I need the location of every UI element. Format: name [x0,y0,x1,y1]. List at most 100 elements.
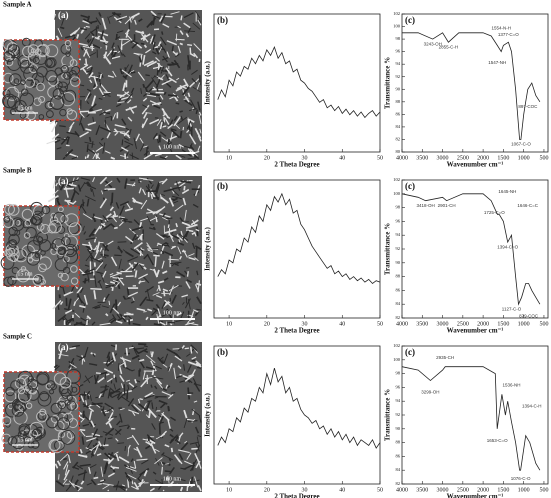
texture [167,475,170,484]
texture [170,447,174,453]
texture [149,268,155,271]
texture [104,427,115,436]
y-tick-label: 102 [393,343,400,348]
texture [74,312,80,318]
texture [184,374,195,382]
x-tick-label: 10 [226,321,232,327]
texture [100,83,108,93]
texture [111,42,115,49]
texture [176,312,182,317]
data-line [401,193,541,306]
texture [58,348,63,360]
texture [139,143,145,152]
texture [3,72,14,84]
texture [182,301,185,305]
texture [185,281,191,289]
texture [183,185,186,191]
texture [187,55,191,67]
texture [120,38,123,50]
texture [71,483,83,489]
texture [82,423,90,427]
texture [90,479,97,486]
texture [92,116,94,122]
texture [162,216,168,221]
texture [175,86,183,92]
texture [160,245,165,254]
texture [48,220,62,234]
texture [145,74,150,77]
texture [194,476,199,488]
texture [93,476,99,480]
x-axis-label: Wavenumber cm⁻¹ [447,493,504,498]
texture [187,387,191,400]
texture [153,44,160,55]
texture [109,206,114,212]
texture [19,111,27,119]
texture [136,458,148,461]
texture [177,116,188,125]
y-axis-label: Intensity (a.u.) [204,226,212,270]
texture [133,481,140,490]
texture [85,447,97,455]
texture [50,414,59,423]
texture [154,396,159,399]
texture [67,382,81,396]
texture [165,142,172,146]
y-tick-label: 102 [393,177,400,182]
texture [133,404,142,412]
texture [157,308,162,318]
texture [128,409,140,415]
texture [36,371,50,385]
texture [109,272,121,278]
texture [14,248,26,261]
texture [176,353,181,360]
texture [83,375,94,383]
texture [90,287,102,290]
texture [194,311,200,317]
texture [9,108,17,115]
texture [143,44,148,49]
texture [64,399,71,406]
texture [101,305,109,308]
texture [196,270,199,276]
texture [61,236,71,247]
texture [191,231,196,236]
texture [122,316,126,319]
texture [117,442,125,444]
texture [159,131,167,137]
texture [171,294,177,304]
texture [92,304,102,309]
texture [145,48,152,54]
texture [90,20,98,24]
texture [133,241,143,250]
texture [156,380,164,389]
texture [155,232,165,240]
texture [66,394,73,401]
texture [168,197,175,207]
texture [175,53,180,58]
y-tick-label: 88 [396,99,401,104]
texture [185,231,189,238]
texture [126,473,137,480]
texture [41,205,51,215]
texture [84,268,95,274]
texture [195,443,200,452]
texture [184,209,187,221]
texture [176,375,183,379]
texture [102,223,112,231]
texture [119,205,125,216]
texture [69,363,77,369]
texture [170,416,176,422]
texture [94,306,101,310]
texture [153,323,162,326]
texture [129,16,132,23]
texture [117,247,124,253]
texture [150,351,154,358]
texture [159,156,167,160]
texture [4,203,15,215]
texture [111,12,116,16]
texture [113,16,122,24]
panel-label: (c) [405,181,415,191]
texture [142,83,146,88]
texture [130,248,141,255]
